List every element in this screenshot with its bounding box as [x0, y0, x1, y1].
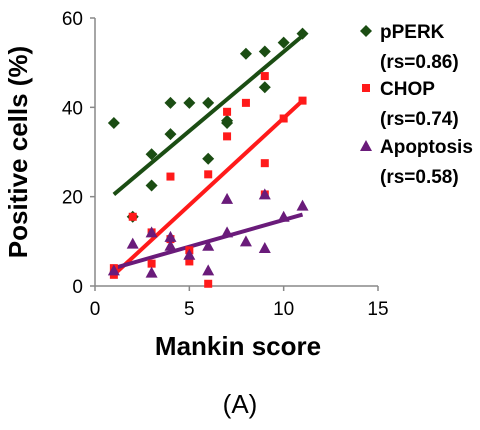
chop-point [166, 172, 175, 181]
x-tick-label: 0 [90, 299, 101, 320]
apoptosis-point [126, 237, 139, 249]
apoptosis-point [164, 230, 177, 242]
y-tick-label: 20 [62, 188, 83, 209]
pperk-legend-marker [360, 25, 372, 37]
legend-label: Apoptosis [380, 137, 473, 158]
legend-stat: (rs=0.86) [380, 52, 459, 73]
apoptosis-point [258, 188, 271, 200]
chop-point [298, 96, 307, 105]
pperk-point [258, 45, 271, 58]
pperk-point [183, 96, 196, 109]
legend-label: CHOP [380, 79, 435, 100]
x-tick-label: 5 [184, 299, 195, 320]
chop-trend-line [112, 99, 304, 277]
legend-stat: (rs=0.74) [380, 109, 459, 130]
pperk-point [164, 96, 177, 109]
apoptosis-point [183, 248, 196, 260]
y-tick-label: 60 [62, 9, 83, 30]
apoptosis-point [221, 192, 234, 204]
pperk-point [202, 96, 215, 109]
x-tick-label: 10 [273, 299, 294, 320]
chop-point [223, 107, 232, 116]
chop-point [241, 98, 250, 107]
apoptosis-legend-marker [360, 140, 372, 151]
apoptosis-point [296, 199, 309, 211]
markers [107, 27, 309, 288]
apoptosis-point [164, 239, 177, 251]
pperk-point [164, 128, 177, 141]
apoptosis-point [202, 264, 215, 276]
legend-label: pPERK [380, 22, 445, 43]
ticks: 0 5 10 15 0 20 40 60 [62, 9, 389, 320]
chop-legend-marker [362, 84, 370, 92]
apoptosis-point [277, 210, 290, 222]
chop-point [147, 259, 156, 268]
y-tick-label: 40 [62, 98, 83, 119]
chop-point [260, 72, 269, 81]
apoptosis-point [107, 264, 120, 276]
apoptosis-point [145, 226, 158, 238]
y-axis-title: Positive cells (%) [3, 46, 33, 258]
pperk-point [145, 179, 158, 192]
pperk-point [277, 36, 290, 49]
legend: pPERK (rs=0.86) CHOP (rs=0.74) Apoptosis (rs=… [360, 22, 473, 188]
chop-point [185, 257, 194, 266]
chop-point [204, 279, 213, 288]
chop-point [204, 170, 213, 179]
pperk-point [145, 148, 158, 161]
apoptosis-point [239, 235, 252, 247]
apoptosis-point [145, 266, 158, 278]
apoptosis-point [258, 242, 271, 254]
pperk-point [296, 27, 309, 40]
pperk-point [107, 116, 120, 129]
pperk-trend-line [112, 34, 304, 196]
chop-point [260, 159, 269, 168]
apoptosis-point [202, 239, 215, 251]
pperk-point [202, 152, 215, 165]
chop-point [128, 212, 137, 221]
axes: 0 5 10 15 0 20 40 60 [62, 9, 389, 320]
x-tick-label: 15 [367, 299, 388, 320]
chop-point [279, 114, 288, 123]
pperk-point [239, 47, 252, 60]
panel-label: (A) [223, 389, 258, 419]
y-tick-label: 0 [72, 277, 83, 298]
pperk-point [221, 116, 234, 129]
pperk-point [258, 81, 271, 94]
apoptosis-point [221, 226, 234, 238]
chop-point [223, 132, 232, 141]
x-axis-title: Mankin score [155, 331, 321, 361]
legend-stat: (rs=0.58) [380, 167, 459, 188]
